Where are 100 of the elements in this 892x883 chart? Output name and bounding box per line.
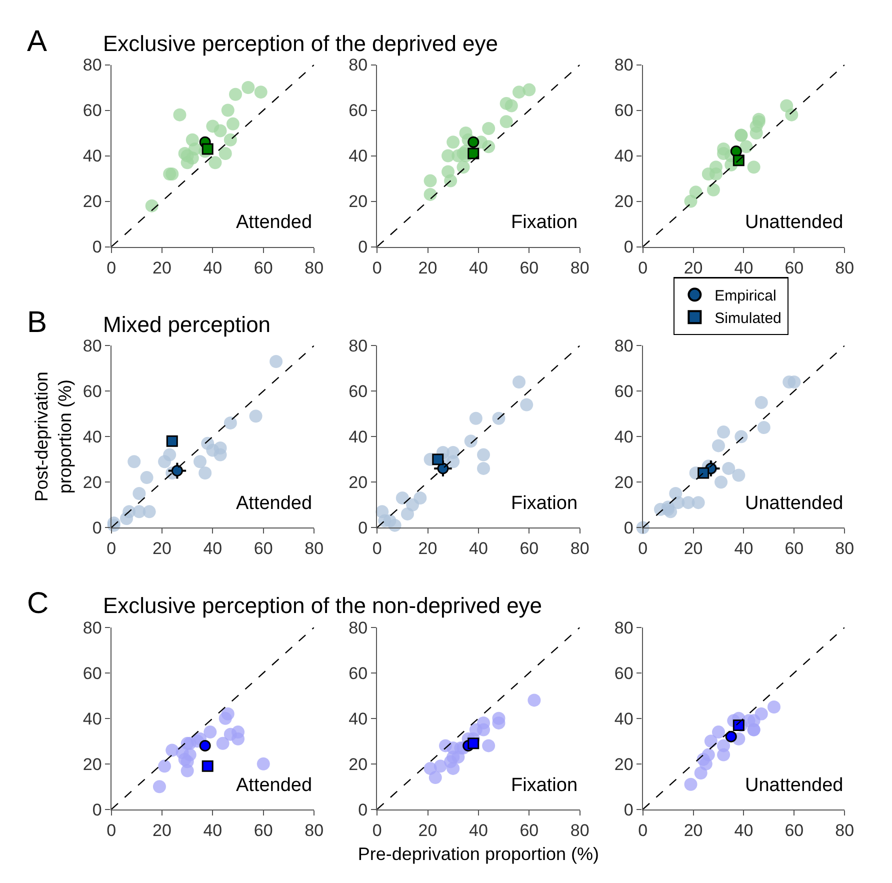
y-tick-label: 0 (358, 800, 368, 820)
x-tick-label: 60 (520, 539, 539, 558)
legend-label: Simulated (714, 310, 782, 328)
x-tick-label: 80 (304, 258, 324, 278)
y-tick-label: 40 (614, 146, 634, 166)
y-tick-label: 0 (92, 238, 102, 257)
x-tick-label: 80 (570, 820, 590, 840)
chart-title: Exclusive perception of the deprived eye (103, 31, 498, 56)
x-tick-label: 40 (203, 258, 222, 278)
x-tick-label: 60 (520, 258, 539, 278)
y-tick-label: 0 (92, 800, 102, 820)
x-tick-label: 20 (418, 539, 438, 558)
annotation: Unattended (745, 212, 844, 233)
y-tick-label: 20 (348, 192, 368, 212)
y-tick-label: 80 (614, 56, 634, 75)
x-tick-label: 80 (570, 539, 590, 558)
y-axis-title: Post-deprivation proportion (%) (32, 372, 76, 502)
y-tick-label: 80 (614, 336, 634, 356)
y-tick-label: 20 (614, 473, 634, 492)
y-tick-label: 40 (348, 428, 368, 447)
x-tick-label: 40 (468, 258, 488, 278)
annotation: Fixation (511, 493, 578, 514)
annotation: Unattended (745, 493, 844, 514)
x-tick-label: 80 (304, 820, 324, 840)
annotation: Fixation (511, 212, 578, 233)
annotation: Fixation (511, 775, 578, 796)
chart-title: Exclusive perception of the non-deprived eye (103, 593, 542, 618)
y-tick-label: 80 (348, 56, 368, 75)
annotation: Unattended (745, 775, 844, 796)
text: B (27, 306, 48, 339)
y-tick-label: 80 (614, 618, 634, 638)
x-tick-label: 40 (734, 539, 754, 558)
y-tick-label: 60 (348, 664, 368, 683)
y-tick-label: 0 (624, 518, 634, 538)
y-tick-label: 60 (614, 664, 634, 683)
y-tick-label: 20 (614, 754, 634, 774)
y-tick-label: 80 (348, 618, 368, 638)
y-tick-label: 20 (348, 754, 368, 774)
x-tick-label: 20 (152, 258, 172, 278)
y-tick-label: 60 (348, 382, 368, 402)
y-tick-label: 40 (82, 146, 102, 166)
x-tick-label: 40 (203, 820, 222, 840)
y-tick-label: 20 (348, 473, 368, 492)
y-tick-label: 80 (82, 336, 102, 356)
x-tick-label: 20 (684, 539, 703, 558)
x-tick-label: 80 (835, 820, 854, 840)
y-tick-label: 0 (358, 518, 368, 538)
y-tick-label: 80 (348, 336, 368, 356)
chart-title: Mixed perception (103, 312, 271, 337)
y-tick-label: 80 (82, 618, 102, 638)
x-tick-label: 40 (468, 820, 488, 840)
x-tick-label: 60 (784, 820, 804, 840)
y-tick-label: 0 (358, 238, 368, 257)
x-tick-label: 60 (254, 258, 273, 278)
x-tick-label: 80 (570, 258, 590, 278)
x-tick-label: 40 (203, 539, 222, 558)
x-tick-label: 60 (520, 820, 539, 840)
y-tick-label: 80 (82, 56, 102, 75)
x-tick-label: 80 (835, 258, 854, 278)
x-tick-label: 40 (734, 258, 754, 278)
y-tick-label: 0 (92, 518, 102, 538)
y-tick-label: 40 (348, 709, 368, 728)
x-tick-label: 0 (638, 820, 648, 840)
annotation: Attended (236, 775, 312, 796)
x-tick-label: 20 (684, 258, 703, 278)
x-axis-title: Pre-deprivation proportion (%) (358, 844, 600, 864)
y-tick-label: 40 (348, 146, 368, 166)
y-tick-label: 60 (82, 382, 102, 402)
x-tick-label: 0 (106, 539, 116, 558)
x-tick-label: 80 (835, 539, 854, 558)
annotation: Attended (236, 493, 312, 514)
y-tick-label: 60 (614, 101, 634, 120)
x-tick-label: 20 (684, 820, 703, 840)
y-tick-label: 0 (624, 800, 634, 820)
x-tick-label: 20 (418, 258, 438, 278)
x-tick-label: 0 (372, 539, 382, 558)
y-tick-label: 40 (82, 709, 102, 728)
x-tick-label: 20 (152, 820, 172, 840)
y-tick-label: 20 (82, 473, 102, 492)
y-tick-label: 20 (614, 192, 634, 212)
y-tick-label: 60 (348, 101, 368, 120)
x-tick-label: 0 (638, 258, 648, 278)
x-tick-label: 60 (254, 820, 273, 840)
x-tick-label: 40 (734, 820, 754, 840)
x-tick-label: 0 (638, 539, 648, 558)
x-tick-label: 0 (106, 258, 116, 278)
x-tick-label: 20 (418, 820, 438, 840)
text: C (27, 587, 49, 620)
y-tick-label: 40 (82, 428, 102, 447)
x-tick-label: 60 (784, 258, 804, 278)
x-tick-label: 60 (784, 539, 804, 558)
x-tick-label: 80 (304, 539, 324, 558)
y-tick-label: 60 (614, 382, 634, 402)
y-tick-label: 0 (624, 238, 634, 257)
x-tick-label: 0 (372, 820, 382, 840)
annotation: Attended (236, 212, 312, 233)
x-tick-label: 0 (106, 820, 116, 840)
y-tick-label: 20 (82, 192, 102, 212)
y-tick-label: 20 (82, 754, 102, 774)
y-tick-label: 60 (82, 664, 102, 683)
